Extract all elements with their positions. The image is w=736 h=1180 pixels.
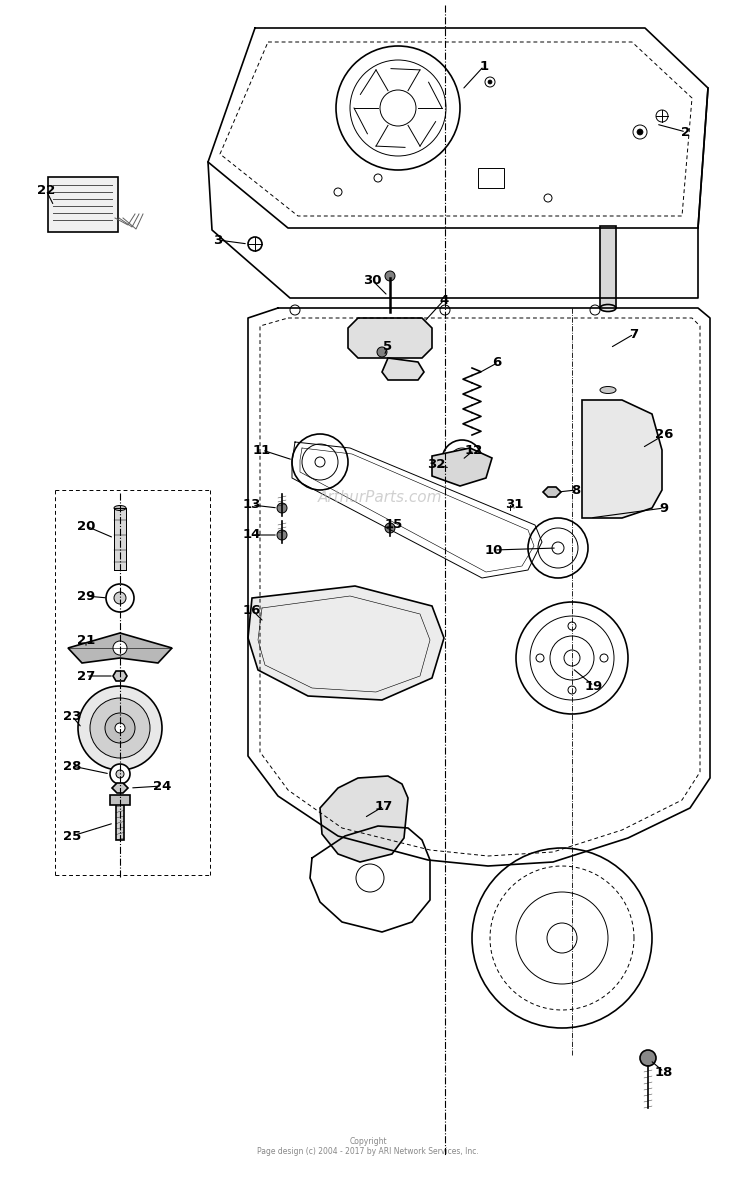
Bar	[110, 795, 130, 805]
Bar	[114, 509, 126, 570]
Polygon shape	[320, 776, 408, 863]
Text: ArthurParts.com: ArthurParts.com	[318, 491, 442, 505]
Circle shape	[536, 654, 544, 662]
Text: 12: 12	[465, 444, 483, 457]
Circle shape	[356, 864, 384, 892]
Circle shape	[116, 771, 124, 778]
Bar	[48, 177, 118, 232]
Circle shape	[568, 686, 576, 694]
Ellipse shape	[600, 304, 616, 312]
Text: 27: 27	[77, 669, 95, 682]
Text: 29: 29	[77, 590, 95, 603]
Circle shape	[377, 347, 387, 358]
Circle shape	[385, 271, 395, 281]
Text: 22: 22	[37, 184, 55, 197]
Circle shape	[277, 503, 287, 513]
Text: 4: 4	[439, 294, 449, 307]
Circle shape	[568, 622, 576, 630]
Polygon shape	[348, 317, 432, 358]
Text: 5: 5	[383, 340, 392, 353]
Text: 17: 17	[375, 800, 393, 813]
Ellipse shape	[114, 505, 126, 511]
Circle shape	[110, 763, 130, 784]
Polygon shape	[113, 671, 127, 681]
Text: 32: 32	[427, 459, 445, 472]
Text: Copyright: Copyright	[349, 1138, 387, 1147]
Text: 6: 6	[492, 356, 502, 369]
Circle shape	[105, 713, 135, 743]
Circle shape	[106, 584, 134, 612]
Text: 18: 18	[655, 1066, 673, 1079]
Polygon shape	[248, 586, 444, 700]
Text: 26: 26	[655, 428, 673, 441]
Text: 10: 10	[485, 544, 503, 557]
Circle shape	[633, 125, 647, 139]
Text: Page design (c) 2004 - 2017 by ARI Network Services, Inc.: Page design (c) 2004 - 2017 by ARI Netwo…	[257, 1147, 479, 1156]
Text: 31: 31	[505, 498, 523, 511]
Text: 7: 7	[629, 328, 639, 341]
Text: 11: 11	[253, 444, 271, 457]
Text: 16: 16	[243, 603, 261, 616]
Circle shape	[277, 530, 287, 540]
Text: 3: 3	[213, 234, 222, 247]
Text: 21: 21	[77, 635, 95, 648]
Text: 19: 19	[585, 680, 603, 693]
Circle shape	[637, 129, 643, 135]
Polygon shape	[432, 448, 492, 486]
Circle shape	[656, 110, 668, 122]
Text: 28: 28	[63, 760, 81, 773]
Text: 30: 30	[363, 274, 381, 287]
Text: 13: 13	[243, 498, 261, 511]
Circle shape	[78, 686, 162, 771]
Ellipse shape	[600, 387, 616, 393]
Circle shape	[113, 641, 127, 655]
Polygon shape	[112, 784, 128, 793]
Circle shape	[115, 723, 125, 733]
Text: 1: 1	[479, 59, 489, 72]
Polygon shape	[382, 358, 424, 380]
Text: 15: 15	[385, 518, 403, 531]
Circle shape	[488, 80, 492, 84]
Circle shape	[385, 523, 395, 533]
Circle shape	[600, 654, 608, 662]
Circle shape	[114, 592, 126, 604]
Circle shape	[248, 237, 262, 251]
Text: 20: 20	[77, 519, 95, 532]
Text: 9: 9	[659, 502, 668, 514]
Circle shape	[485, 77, 495, 87]
Text: 24: 24	[153, 780, 171, 793]
Text: 8: 8	[571, 484, 581, 497]
Bar	[478, 168, 504, 188]
Polygon shape	[543, 487, 561, 497]
Bar	[600, 227, 616, 308]
Bar	[116, 802, 124, 840]
Text: 14: 14	[243, 529, 261, 542]
Text: 2: 2	[682, 125, 690, 138]
Circle shape	[90, 699, 150, 758]
Text: 23: 23	[63, 709, 81, 722]
Text: 25: 25	[63, 830, 81, 843]
Polygon shape	[68, 632, 172, 663]
Polygon shape	[582, 400, 662, 518]
Circle shape	[640, 1050, 656, 1066]
